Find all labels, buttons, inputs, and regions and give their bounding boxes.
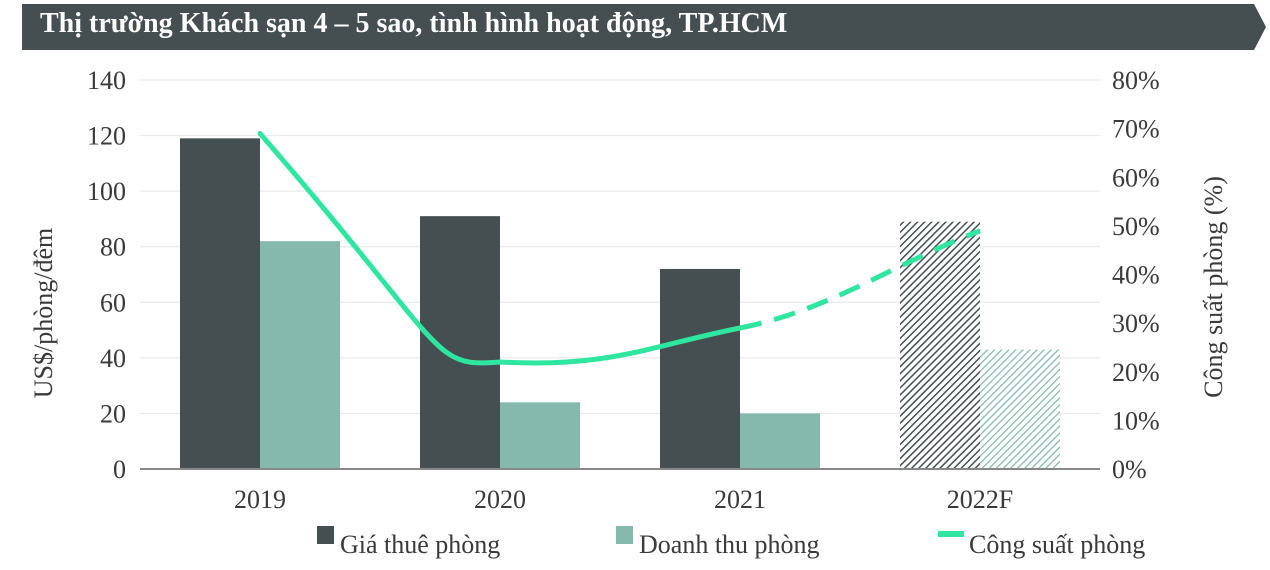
y-tick-left: 100 [87, 177, 126, 206]
bar-revenue-2021 [740, 413, 820, 469]
y-tick-right: 80% [1112, 66, 1160, 95]
x-axis-ticks: 2019 2020 2021 2022F [234, 485, 1013, 514]
legend-swatch-revenue [616, 526, 633, 544]
occupancy-line-actual [257, 130, 743, 366]
y-tick-right: 60% [1112, 163, 1160, 192]
y-axis-right-label: Công suất phòng (%) [1199, 176, 1228, 398]
title-background [22, 4, 1266, 50]
y-tick-right: 50% [1112, 212, 1160, 241]
y-tick-left: 120 [87, 122, 126, 151]
occupancy-line [257, 130, 981, 366]
bar-price-2019 [180, 138, 260, 469]
chart-title: Thị trường Khách sạn 4 – 5 sao, tình hìn… [40, 8, 787, 39]
y-axis-left-label: US$/phòng/đêm [29, 228, 58, 398]
y-tick-right: 10% [1112, 406, 1160, 435]
y-tick-right: 20% [1112, 358, 1160, 387]
y-tick-right: 70% [1112, 115, 1160, 144]
y-tick-left: 0 [113, 455, 126, 484]
y-tick-left: 80 [100, 233, 126, 262]
right-axis-ticks: 0% 10% 20% 30% 40% 50% 60% 70% 80% [1112, 66, 1160, 484]
legend-item-price: Giá thuê phòng [317, 526, 500, 559]
y-tick-left: 40 [100, 344, 126, 373]
legend-swatch-price [317, 526, 334, 544]
bar-price-2021 [660, 268, 740, 469]
legend-label-occupancy: Công suất phòng [969, 530, 1145, 559]
legend: Giá thuê phòng Doanh thu phòng Công suất… [317, 526, 1145, 559]
y-tick-right: 40% [1112, 261, 1160, 290]
bar-revenue-2020 [500, 402, 580, 469]
y-tick-right: 0% [1112, 455, 1147, 484]
y-tick-left: 20 [100, 399, 126, 428]
bars [180, 138, 1060, 469]
legend-item-occupancy: Công suất phòng [938, 530, 1145, 559]
y-tick-left: 140 [87, 66, 126, 95]
x-tick: 2020 [474, 485, 526, 514]
x-tick: 2021 [714, 485, 766, 514]
left-axis-ticks: 0 20 40 60 80 100 120 140 [87, 66, 126, 484]
legend-label-price: Giá thuê phòng [340, 530, 500, 559]
occupancy-line-forecast [739, 228, 981, 331]
y-tick-left: 60 [100, 288, 126, 317]
bar-revenue-2019 [260, 241, 340, 469]
y-tick-right: 30% [1112, 309, 1160, 338]
legend-item-revenue: Doanh thu phòng [616, 526, 820, 559]
title-banner: Thị trường Khách sạn 4 – 5 sao, tình hìn… [22, 4, 1266, 50]
x-tick: 2019 [234, 485, 286, 514]
bar-revenue-2022f [980, 349, 1060, 469]
legend-label-revenue: Doanh thu phòng [639, 530, 820, 559]
bar-price-2022f [900, 221, 980, 469]
x-tick: 2022F [947, 485, 1013, 514]
